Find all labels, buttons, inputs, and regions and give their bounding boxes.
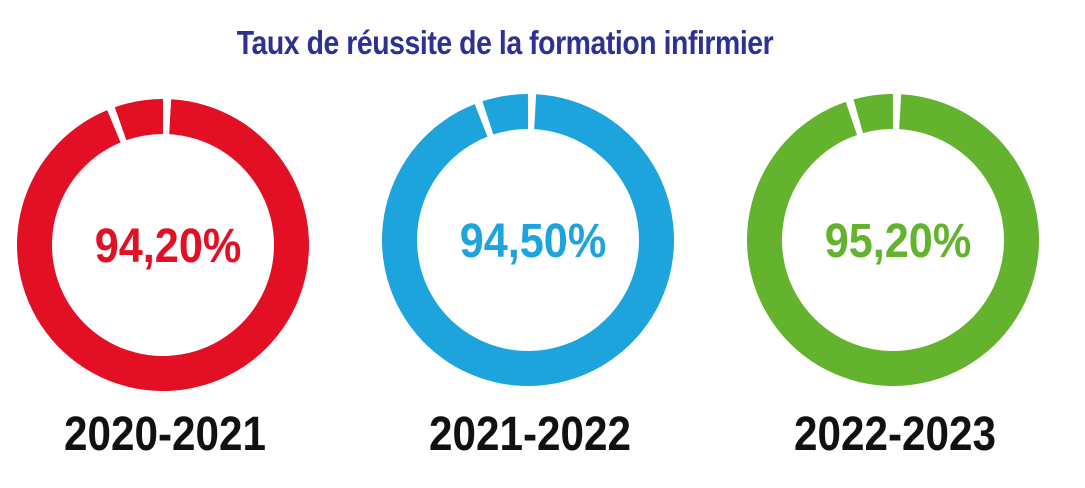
year-label: 2020-2021 — [64, 406, 266, 460]
year-label: 2021-2022 — [429, 406, 631, 460]
chart-title: Taux de réussite de la formation infirmi… — [236, 24, 774, 61]
percentage-label: 95,20% — [825, 214, 972, 268]
donut-arc-remainder — [114, 99, 163, 141]
donut-arc-remainder — [482, 94, 528, 135]
year-label: 2022-2023 — [794, 406, 996, 460]
percentage-label: 94,20% — [95, 219, 242, 273]
percentage-label: 94,50% — [460, 214, 607, 268]
donut-arc-remainder — [853, 94, 893, 134]
